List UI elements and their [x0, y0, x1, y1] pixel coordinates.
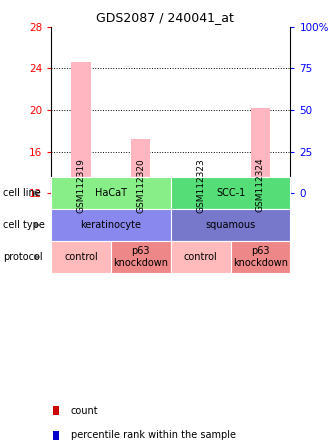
Bar	[72, 62, 91, 193]
Text: count: count	[71, 406, 99, 416]
Text: HaCaT: HaCaT	[95, 188, 127, 198]
Text: SCC-1: SCC-1	[216, 188, 245, 198]
Text: p63
knockdown: p63 knockdown	[114, 246, 168, 268]
Text: control: control	[184, 252, 217, 262]
Bar	[197, 190, 204, 193]
Text: GSM112319: GSM112319	[77, 158, 85, 213]
Bar	[191, 185, 210, 193]
Text: squamous: squamous	[206, 220, 256, 230]
Bar	[131, 139, 150, 193]
Text: keratinocyte: keratinocyte	[81, 220, 142, 230]
Text: cell line: cell line	[3, 188, 41, 198]
Bar	[137, 190, 145, 193]
Bar	[257, 190, 264, 193]
Text: cell type: cell type	[3, 220, 45, 230]
Text: GSM112320: GSM112320	[136, 158, 146, 213]
Text: GDS2087 / 240041_at: GDS2087 / 240041_at	[96, 11, 234, 24]
Bar	[78, 190, 84, 193]
Text: GSM112323: GSM112323	[196, 158, 205, 213]
Text: GSM112324: GSM112324	[256, 158, 265, 213]
Text: p63
knockdown: p63 knockdown	[233, 246, 288, 268]
Bar	[251, 108, 270, 193]
Text: percentile rank within the sample: percentile rank within the sample	[71, 430, 236, 440]
Text: protocol: protocol	[3, 252, 43, 262]
Text: control: control	[64, 252, 98, 262]
